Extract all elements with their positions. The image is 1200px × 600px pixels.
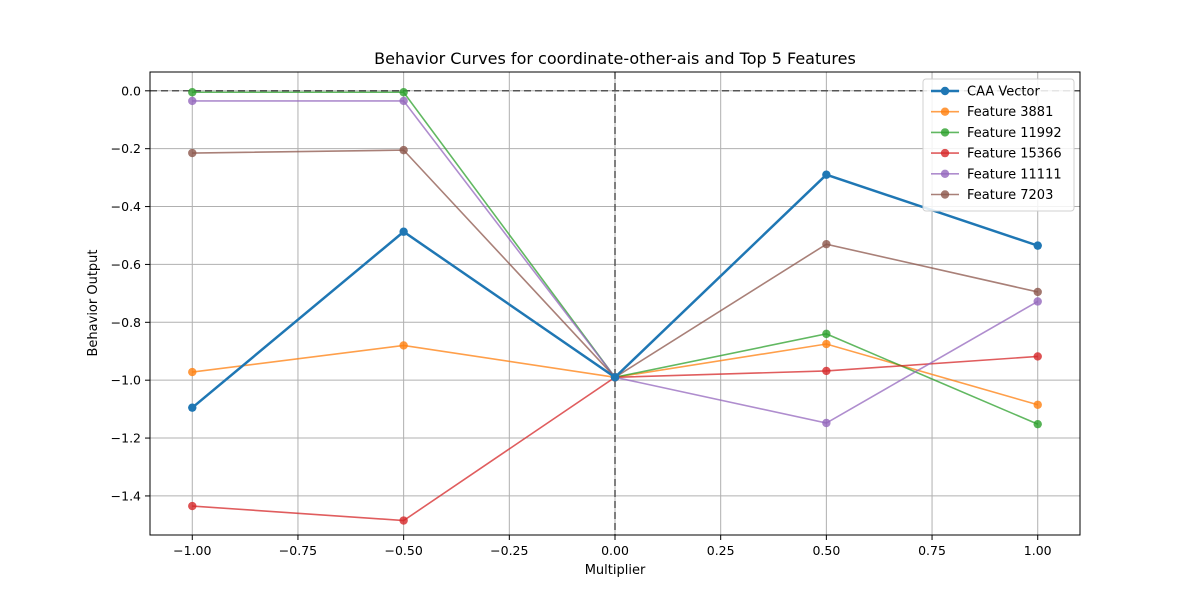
- data-point: [188, 96, 197, 106]
- data-point: [188, 501, 197, 511]
- y-tick-label: −1.2: [111, 431, 141, 446]
- x-tick-label: 0.75: [918, 543, 946, 558]
- legend-label: Feature 11992: [967, 126, 1062, 141]
- legend-box: [922, 78, 1075, 212]
- data-point: [1033, 352, 1042, 361]
- series-layer: [188, 88, 1042, 525]
- legend-marker: [940, 190, 950, 199]
- x-axis-label: Multiplier: [585, 563, 646, 578]
- x-ticks: −1.00 −0.75 −0.50 −0.25 0.00 0.25 0.50 0.75 1.00: [173, 535, 1052, 558]
- data-point: [822, 329, 831, 339]
- series-caa-vector: [188, 170, 1042, 412]
- legend-label: Feature 11111: [967, 167, 1062, 182]
- data-point: [822, 239, 831, 249]
- x-tick-label: 0.25: [707, 543, 735, 558]
- x-tick-label: −1.00: [173, 543, 211, 558]
- legend-marker: [940, 148, 950, 158]
- data-point: [822, 366, 831, 376]
- data-point: [399, 88, 408, 97]
- chart-title: Behavior Curves for coordinate-other-ais…: [374, 49, 856, 68]
- legend-item: Feature 11992: [931, 126, 1062, 141]
- x-tick-label: −0.50: [384, 543, 422, 558]
- legend-item: Feature 3881: [931, 105, 1053, 120]
- legend-item: CAA Vector: [931, 85, 1040, 100]
- data-point: [188, 148, 197, 158]
- y-tick-label: −0.2: [111, 141, 141, 156]
- legend-item: Feature 7203: [931, 188, 1053, 203]
- data-point: [1033, 419, 1042, 429]
- y-axis-label: Behavior Output: [86, 249, 101, 356]
- legend-marker: [940, 128, 950, 137]
- data-point: [188, 367, 197, 377]
- x-tick-label: 1.00: [1024, 543, 1052, 558]
- data-point: [822, 170, 831, 179]
- y-tick-label: −0.8: [111, 315, 141, 330]
- legend-marker: [940, 169, 950, 178]
- data-point: [399, 516, 408, 525]
- y-tick-label: 0.0: [121, 83, 141, 98]
- x-tick-label: 0.00: [601, 543, 629, 558]
- data-point: [399, 341, 408, 350]
- y-tick-label: −0.6: [111, 257, 141, 272]
- data-point: [610, 373, 620, 382]
- legend-label: Feature 7203: [967, 188, 1053, 203]
- y-tick-label: −1.0: [111, 373, 141, 388]
- data-point: [822, 418, 831, 428]
- data-point: [822, 339, 831, 349]
- data-point: [188, 403, 197, 412]
- legend-label: Feature 15366: [967, 147, 1062, 162]
- data-point: [399, 96, 408, 106]
- legend-item: Feature 11111: [931, 167, 1062, 182]
- legend-item: Feature 15366: [931, 147, 1062, 162]
- data-point: [1033, 287, 1042, 297]
- data-point: [1033, 297, 1042, 306]
- legend-label: CAA Vector: [967, 85, 1040, 100]
- legend-label: Feature 3881: [967, 105, 1053, 120]
- data-point: [1033, 241, 1042, 250]
- legend-marker: [940, 107, 950, 116]
- x-tick-label: −0.75: [279, 543, 317, 558]
- data-point: [399, 145, 408, 155]
- y-ticks: 0.0 −0.2 −0.4 −0.6 −0.8 −1.0 −1.2 −1.4: [111, 83, 150, 503]
- legend-marker: [940, 86, 950, 96]
- data-point: [188, 88, 197, 97]
- y-tick-label: −0.4: [111, 199, 141, 214]
- y-tick-label: −1.4: [111, 488, 141, 503]
- data-point: [1033, 400, 1042, 409]
- legend: CAA Vector Feature 3881 Feature 11992 Featu…: [922, 78, 1075, 212]
- x-tick-label: 0.50: [812, 543, 840, 558]
- x-tick-label: −0.25: [490, 543, 528, 558]
- data-point: [399, 227, 408, 236]
